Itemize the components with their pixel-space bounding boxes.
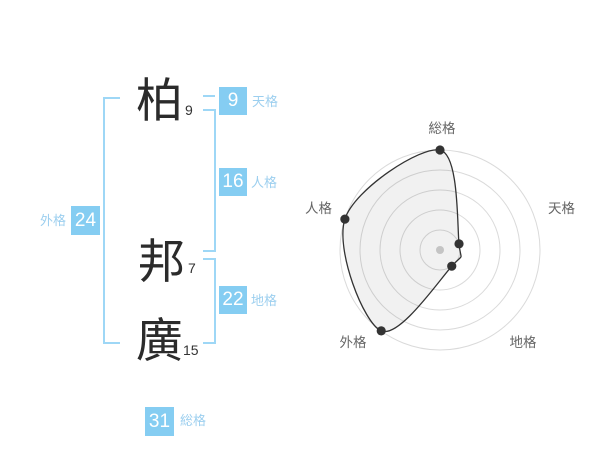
- tenkaku-bracket: [203, 95, 215, 97]
- radar-axis-label-0: 総格: [429, 121, 456, 136]
- jinkaku-value-box: 16: [219, 168, 247, 196]
- soukaku-value-box: 31: [145, 407, 174, 436]
- chikaku-bracket: [203, 258, 216, 344]
- chikaku-value-box: 22: [219, 286, 247, 314]
- radar-point-2: [447, 261, 457, 271]
- gaikaku-value-box: 24: [71, 206, 100, 235]
- name-character-2: 邦: [138, 235, 185, 288]
- soukaku-label: 総格: [180, 413, 207, 428]
- chikaku-label: 地格: [251, 293, 278, 308]
- radar-axis-label-2: 地格: [510, 335, 538, 350]
- jinkaku-bracket: [203, 109, 216, 252]
- stroke-count-1: 9: [185, 102, 193, 118]
- radar-point-1: [454, 239, 464, 249]
- radar-center-dot: [436, 246, 444, 254]
- radar-grid-circle: [399, 209, 481, 291]
- name-character-1: 柏: [136, 74, 183, 127]
- radar-polygon: [342, 149, 462, 333]
- radar-grid-circle: [359, 169, 521, 331]
- radar-axis-label-4: 人格: [305, 201, 332, 216]
- jinkaku-label: 人格: [251, 175, 278, 190]
- tenkaku-value-box: 9: [219, 87, 247, 115]
- radar-axis-label-3: 外格: [340, 335, 367, 350]
- radar-axis-label-1: 天格: [548, 201, 576, 216]
- stroke-count-2: 7: [188, 260, 196, 276]
- radar-point-0: [435, 145, 445, 155]
- radar-grid-circle: [379, 189, 501, 311]
- stroke-count-3: 15: [183, 342, 199, 358]
- radar-point-3: [376, 326, 386, 336]
- radar-point-4: [340, 214, 350, 224]
- name-character-3: 廣: [136, 314, 183, 367]
- tenkaku-label: 天格: [252, 94, 279, 109]
- gaikaku-label: 外格: [40, 213, 67, 228]
- gaikaku-bracket: [103, 97, 120, 344]
